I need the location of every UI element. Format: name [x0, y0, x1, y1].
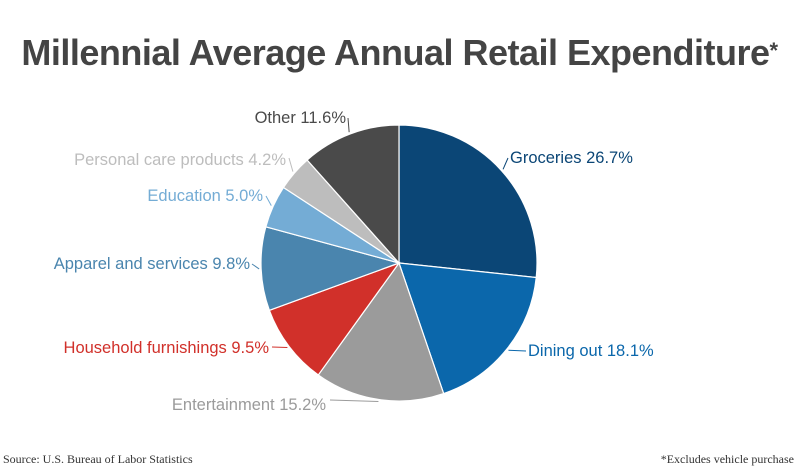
pie-slice-household-furnishings: [268, 261, 401, 376]
slice-label: Other 11.6%: [254, 109, 346, 127]
pie-slice-other: [306, 124, 400, 265]
slice-label: Entertainment 15.2%: [171, 396, 326, 414]
source-note: Source: U.S. Bureau of Labor Statistics: [3, 452, 193, 466]
leader-line: [265, 195, 272, 206]
slice-label: Dining out 18.1%: [528, 342, 654, 360]
slice-label: Education 5.0%: [147, 187, 263, 205]
pie-slice-groceries: [398, 124, 538, 279]
pie-slice-apparel-and-services: [260, 226, 401, 312]
leader-line: [288, 157, 294, 172]
leader-line: [347, 117, 350, 133]
footnote: *Excludes vehicle purchase: [660, 452, 794, 466]
pie-slice-dining-out: [398, 262, 537, 395]
slice-label: Personal care products 4.2%: [74, 151, 286, 169]
chart-title: Millennial Average Annual Retail Expendi…: [0, 32, 799, 74]
slice-label: Household furnishings 9.5%: [63, 339, 269, 357]
leader-line: [502, 157, 509, 170]
slice-label: Groceries 26.7%: [510, 149, 633, 167]
title-asterisk: *: [769, 38, 779, 63]
pie-slice-entertainment: [317, 261, 445, 402]
leader-line: [271, 346, 288, 349]
slice-label: Apparel and services 9.8%: [53, 255, 250, 273]
leader-line: [508, 349, 527, 352]
leader-line: [329, 399, 379, 402]
leader-line: [251, 263, 260, 270]
title-text: Millennial Average Annual Retail Expendi…: [21, 32, 770, 73]
